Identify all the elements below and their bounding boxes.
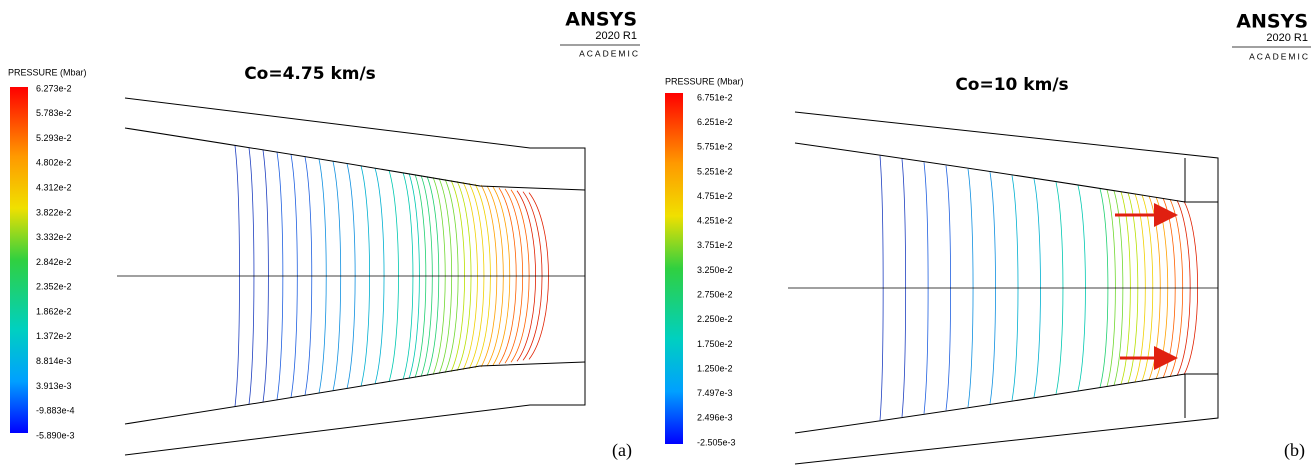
legend-title: PRESSURE (Mbar) (665, 76, 744, 86)
legend-label: 2.250e-2 (697, 314, 733, 324)
panel-b: ANSYS 2020 R1 ACADEMIC PRESSURE (Mbar) C… (665, 11, 1311, 465)
legend-label: 1.372e-2 (36, 331, 72, 341)
legend-label: 6.273e-2 (36, 83, 72, 93)
logo-version: 2020 R1 (1266, 32, 1308, 44)
panel-a: ANSYS 2020 R1 ACADEMIC PRESSURE (Mbar) C… (8, 9, 640, 462)
legend-label: 3.332e-2 (36, 232, 72, 242)
legend-label: 1.750e-2 (697, 339, 733, 349)
legend-label: 3.250e-2 (697, 265, 733, 275)
legend-label: 5.251e-2 (697, 166, 733, 176)
legend-label: 1.250e-2 (697, 363, 733, 373)
legend-label: 8.814e-3 (36, 356, 72, 366)
legend-label: 2.352e-2 (36, 282, 72, 292)
legend-label: 7.497e-3 (697, 388, 733, 398)
logo-edition: ACADEMIC (1249, 51, 1310, 61)
panel-label: (a) (612, 440, 632, 461)
legend-label: 2.750e-2 (697, 290, 733, 300)
panel-title: Co=4.75 km/s (244, 64, 376, 84)
legend-label: 3.913e-3 (36, 381, 72, 391)
legend-label: 5.751e-2 (697, 142, 733, 152)
legend-label: 5.783e-2 (36, 108, 72, 118)
legend-label: -5.890e-3 (36, 430, 75, 440)
legend-label: 5.293e-2 (36, 133, 72, 143)
legend-label: 4.251e-2 (697, 216, 733, 226)
logo-name: ANSYS (565, 9, 637, 31)
legend-label: 6.751e-2 (697, 92, 733, 102)
colorbar (665, 93, 683, 444)
legend-title: PRESSURE (Mbar) (8, 67, 87, 77)
logo-version: 2020 R1 (595, 30, 637, 42)
figure: ANSYS 2020 R1 ACADEMIC PRESSURE (Mbar) C… (0, 0, 1311, 469)
legend-label: 3.822e-2 (36, 207, 72, 217)
legend-label: 3.751e-2 (697, 240, 733, 250)
logo-name: ANSYS (1236, 11, 1308, 33)
legend-label: 4.751e-2 (697, 191, 733, 201)
legend-label: 6.251e-2 (697, 117, 733, 127)
legend-label: -9.883e-4 (36, 406, 75, 416)
legend-label: 4.312e-2 (36, 183, 72, 193)
colorbar (10, 87, 28, 433)
logo-edition: ACADEMIC (579, 48, 640, 58)
legend-label: 1.862e-2 (36, 306, 72, 316)
legend-label: 2.842e-2 (36, 257, 72, 267)
legend-label: -2.505e-3 (697, 437, 736, 447)
panel-title: Co=10 km/s (955, 75, 1068, 95)
panel-label: (b) (1284, 440, 1305, 461)
legend-label: 4.802e-2 (36, 158, 72, 168)
legend-label: 2.496e-3 (697, 413, 733, 423)
